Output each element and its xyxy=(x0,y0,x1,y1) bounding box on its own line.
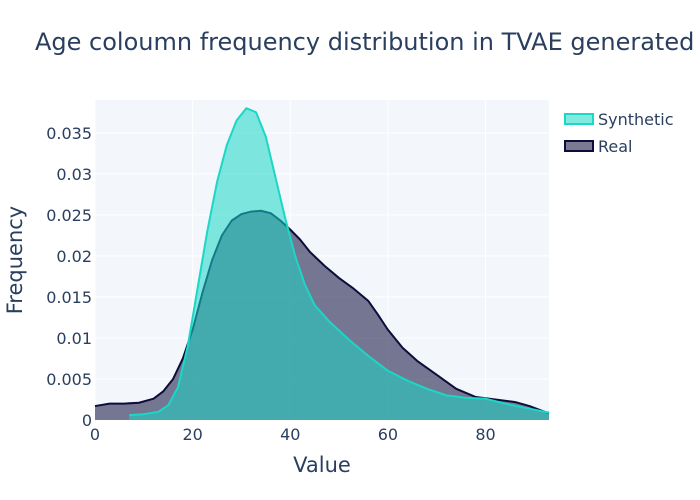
y-tick-label: 0.025 xyxy=(46,206,92,225)
y-tick-label: 0.02 xyxy=(56,247,92,266)
chart-title: Age coloumn frequency distribution in TV… xyxy=(35,28,694,56)
legend-swatch-real[interactable] xyxy=(564,140,594,152)
x-tick-label: 20 xyxy=(182,425,202,444)
y-axis-ticks: 0 0.005 0.01 0.015 0.02 0.025 0.03 0.035 xyxy=(46,124,92,430)
y-tick-label: 0.005 xyxy=(46,370,92,389)
y-tick-label: 0.03 xyxy=(56,165,92,184)
series-areas xyxy=(94,107,550,421)
x-tick-label: 60 xyxy=(378,425,398,444)
x-tick-label: 0 xyxy=(90,425,100,444)
x-axis-ticks: 0 20 40 60 80 xyxy=(90,425,496,444)
series-line-synthetic[interactable] xyxy=(129,107,550,417)
y-tick-label: 0 xyxy=(82,411,92,430)
x-tick-label: 40 xyxy=(280,425,300,444)
legend-swatch-synthetic[interactable] xyxy=(564,113,594,125)
legend: Synthetic Real xyxy=(564,110,674,156)
legend-label-real[interactable]: Real xyxy=(598,137,633,156)
y-tick-label: 0.01 xyxy=(56,329,92,348)
legend-label-synthetic[interactable]: Synthetic xyxy=(598,110,674,129)
y-tick-label: 0.035 xyxy=(46,124,92,143)
series-area-synthetic[interactable] xyxy=(129,108,550,421)
y-tick-label: 0.015 xyxy=(46,288,92,307)
y-axis-title: Frequency xyxy=(3,206,27,315)
x-tick-label: 80 xyxy=(475,425,495,444)
x-axis-title: Value xyxy=(293,453,351,477)
